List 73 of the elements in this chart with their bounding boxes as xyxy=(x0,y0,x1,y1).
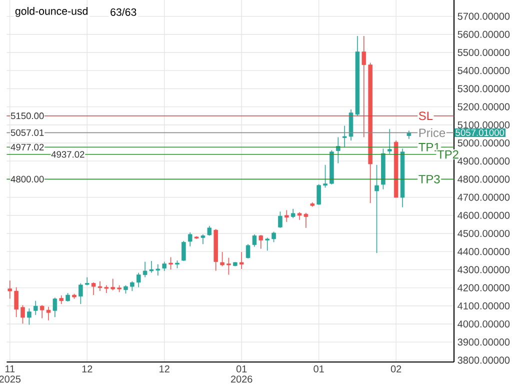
y-tick-label: 5300.00000 xyxy=(458,85,510,92)
y-tick-label: 4100.00000 xyxy=(458,302,510,310)
candlestick xyxy=(265,237,270,252)
y-tick-label: 4900.00000 xyxy=(458,158,510,165)
candlestick xyxy=(342,125,347,148)
y-tick-label: 5500.00000 xyxy=(458,48,510,56)
candlestick xyxy=(290,208,296,219)
candlestick xyxy=(182,240,186,262)
y-tick-label: 4500.00000 xyxy=(458,230,510,238)
y-tick-label: 3800.00000 xyxy=(458,356,510,364)
annotation: 5150.00 xyxy=(10,112,44,120)
candlestick xyxy=(110,278,115,291)
y-tick-label: 5700.00000 xyxy=(458,12,510,20)
candlestick xyxy=(258,234,264,250)
y-tick-label: 3900.00000 xyxy=(458,338,510,346)
y-tick-label: 4400.00000 xyxy=(458,248,510,256)
candlestick xyxy=(278,211,282,228)
candlestick xyxy=(284,210,289,222)
annotation: 4977.02 xyxy=(10,144,44,150)
x-tick-label: 02 xyxy=(390,365,402,372)
ref-line-label: TP3 xyxy=(418,174,440,184)
y-tick-label: 5100.00000 xyxy=(458,121,510,128)
candlestick xyxy=(162,261,166,272)
candlestick xyxy=(84,276,90,286)
y-tick-label: 4300.00000 xyxy=(458,266,510,274)
candlestick xyxy=(156,264,160,276)
candlestick xyxy=(34,300,38,316)
candlestick xyxy=(316,184,321,206)
candlestick xyxy=(27,308,32,326)
x-tick-label: 01 xyxy=(236,365,247,372)
candlestick xyxy=(246,244,250,259)
y-tick-label: 4700.00000 xyxy=(458,194,510,201)
candlestick xyxy=(130,280,134,292)
x-tick-label: 01 xyxy=(314,365,324,372)
y-tick-label: 4800.00000 xyxy=(458,176,510,183)
annotation: 5057.01 xyxy=(10,129,44,136)
candlestick xyxy=(323,164,328,188)
x-tick-label: 12 xyxy=(160,365,170,372)
candlestick xyxy=(136,272,141,288)
y-tick-label: 4000.00000 xyxy=(458,320,510,328)
y-tick-label: 5200.00000 xyxy=(458,103,510,110)
x-tick-label: 11 xyxy=(5,365,15,372)
y-tick-label: 5000.00000 xyxy=(458,139,510,147)
candlestick xyxy=(78,282,83,304)
y-tick-label: 5400.00000 xyxy=(458,67,510,74)
candlestick xyxy=(252,234,257,248)
candlestick xyxy=(374,164,379,254)
x-tick-label: 12 xyxy=(82,365,92,372)
candlestick xyxy=(239,252,244,270)
text: 2026 xyxy=(231,376,252,383)
candlestick xyxy=(168,256,173,270)
candlestick xyxy=(200,234,206,245)
candlestick xyxy=(8,280,12,300)
candlestick xyxy=(272,231,276,243)
y-tick-label: 5600.00000 xyxy=(458,30,510,38)
candlestick xyxy=(362,36,366,138)
candlestick xyxy=(388,128,392,154)
candlestick xyxy=(52,297,58,318)
candlestick xyxy=(20,304,25,324)
candlestick xyxy=(188,232,192,247)
candlestick xyxy=(14,286,18,318)
ref-line-label: TP2 xyxy=(437,150,458,159)
annotation: 4937.02 xyxy=(51,151,84,158)
text: gold-ounce-usd xyxy=(15,7,88,17)
candlestick xyxy=(220,252,224,267)
candlestick xyxy=(226,257,231,276)
ref-line-label: SL xyxy=(418,112,433,120)
ref-line-label: Price xyxy=(419,128,446,138)
y-tick-label: 4600.00000 xyxy=(458,212,510,219)
annotation: 4800.00 xyxy=(10,176,44,182)
text: 5057.01000 xyxy=(456,129,504,136)
y-tick-label: 4200.00000 xyxy=(458,284,510,292)
text: 63/63 xyxy=(110,8,136,16)
